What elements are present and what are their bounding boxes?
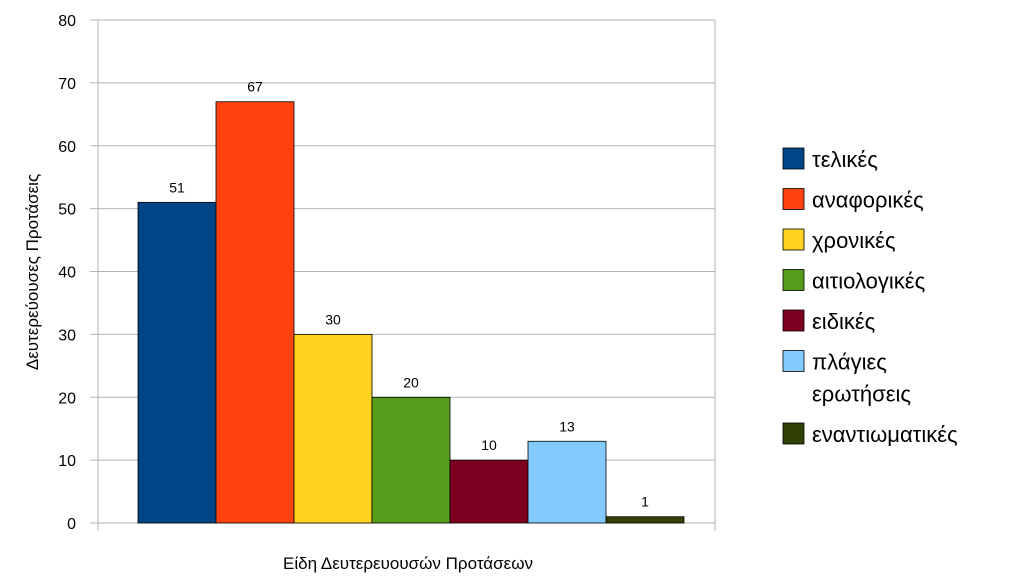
legend-label: πλάγιες: [812, 350, 887, 375]
bar: [605, 516, 685, 524]
y-tick-label: 10: [58, 453, 76, 470]
legend-swatch: [782, 309, 805, 332]
bar-value-label: 51: [169, 179, 185, 195]
legend-label: αιτιολογικές: [812, 269, 925, 294]
bar-value-label: 13: [559, 418, 575, 434]
bar-value-label: 10: [481, 437, 497, 453]
y-tick-label: 40: [58, 265, 76, 282]
bar: [215, 101, 295, 524]
bar: [371, 396, 451, 524]
y-tick-label: 20: [58, 390, 76, 407]
y-tick-label: 70: [58, 76, 76, 93]
legend: τελικές αναφορικές χρονικές αιτιολογικές ειδ…: [782, 147, 958, 447]
bar-value-label: 67: [247, 79, 263, 95]
legend-swatch: [782, 188, 805, 210]
x-axis-title: Είδη Δευτερευουσών Προτάσεων: [283, 554, 533, 573]
legend-label: τελικές: [812, 147, 878, 172]
bar-value-label: 30: [325, 311, 341, 327]
legend-swatch: [782, 147, 805, 170]
y-tick-label: 80: [58, 13, 76, 30]
bar: [137, 201, 217, 524]
bar-value-label: 1: [641, 494, 649, 510]
legend-label: ερωτήσεις: [812, 382, 911, 407]
legend-label: εναντιωματικές: [812, 422, 958, 447]
y-axis-title: Δευτερεύουσες Προτάσεις: [23, 174, 42, 370]
legend-label: χρονικές: [812, 228, 896, 253]
legend-swatch: [782, 350, 805, 372]
legend-swatch: [782, 228, 805, 251]
bar: [449, 459, 529, 524]
y-tick-label: 30: [58, 327, 76, 344]
bar-value-label: 20: [403, 374, 419, 390]
y-tick-label: 50: [58, 202, 76, 219]
bar: [527, 440, 607, 524]
legend-swatch: [782, 422, 805, 445]
legend-label: αναφορικές: [812, 188, 924, 213]
y-tick-label: 0: [67, 516, 76, 533]
y-tick-label: 60: [58, 139, 76, 156]
legend-label: ειδικές: [812, 309, 875, 334]
bar: [293, 333, 373, 524]
legend-swatch: [782, 269, 805, 291]
